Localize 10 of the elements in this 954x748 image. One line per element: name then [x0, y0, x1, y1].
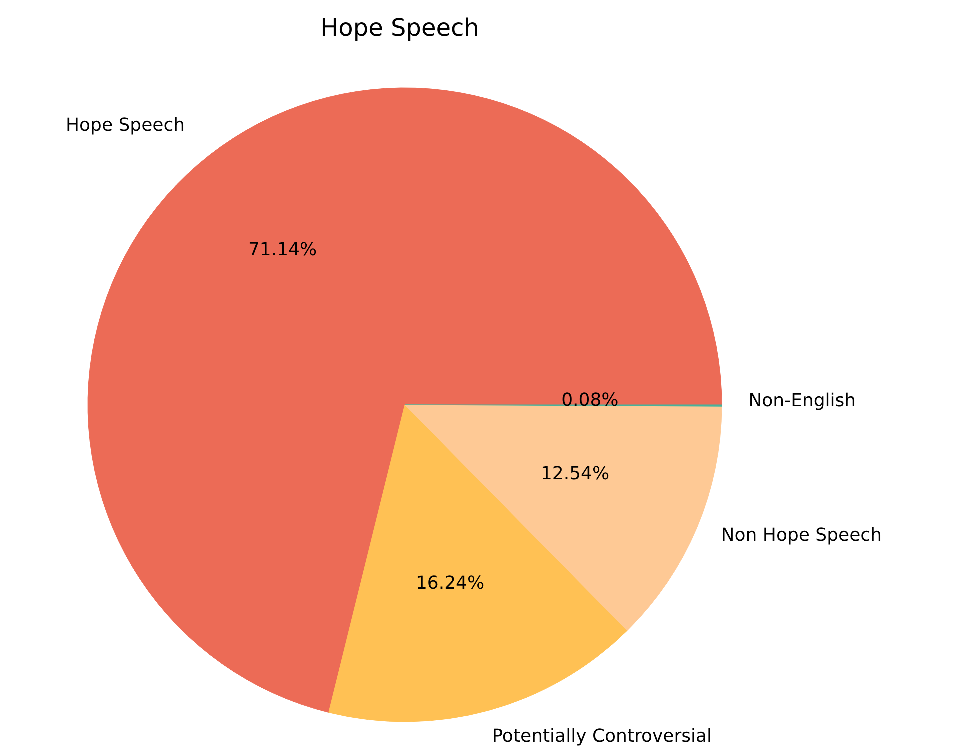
data-label: 71.14%	[248, 240, 318, 261]
slice-label: Potentially Controversial	[492, 726, 712, 747]
pie-slice	[404, 404, 722, 632]
chart-title: Hope Speech	[320, 14, 480, 42]
slice-label: Non-English	[748, 390, 856, 412]
data-label: 12.54%	[540, 463, 610, 484]
pie-slice	[328, 404, 628, 722]
slice-label: Non Hope Speech	[721, 524, 882, 546]
data-label: 16.24%	[416, 572, 485, 594]
slice-label: Hope Speech	[66, 114, 186, 136]
